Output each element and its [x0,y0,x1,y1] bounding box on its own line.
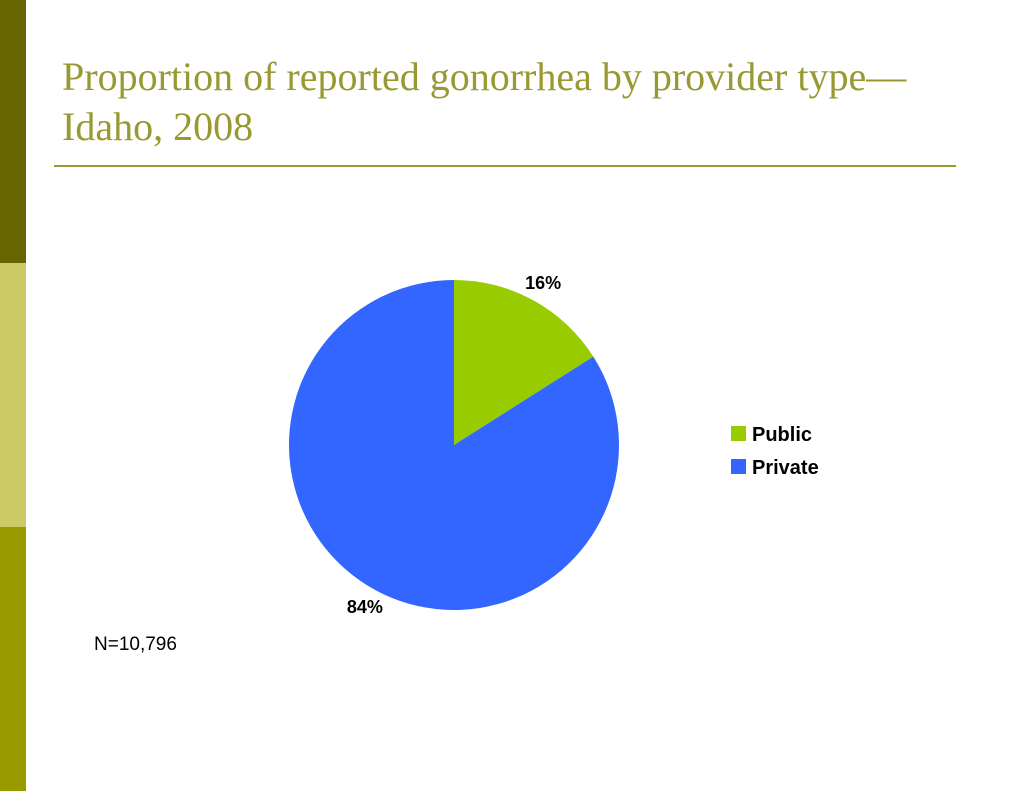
title-divider [54,165,956,167]
sidebar-band-top [0,0,26,263]
sample-size-note: N=10,796 [94,634,177,655]
data-label-public: 16% [525,273,561,293]
sidebar-band-middle [0,263,26,527]
slide-title: Proportion of reported gonorrhea by prov… [62,54,907,149]
sidebar-band-bottom [0,527,26,791]
pie-slice-public [454,280,594,445]
legend-label-private: Private [752,457,819,479]
legend-swatch-private [731,459,746,474]
legend-swatch-public [731,426,746,441]
data-label-private: 84% [347,597,383,617]
pie-slice-private [288,280,619,610]
legend-label-public: Public [752,424,812,446]
